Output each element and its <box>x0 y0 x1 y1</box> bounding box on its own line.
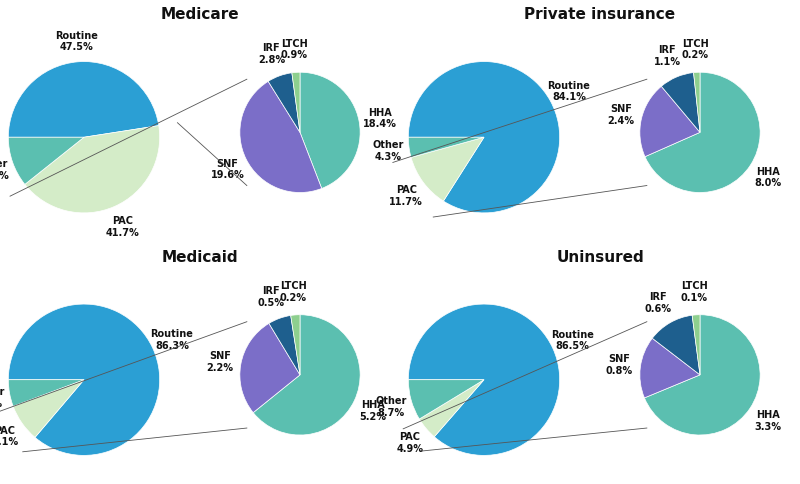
Text: Medicare: Medicare <box>161 7 239 22</box>
Wedge shape <box>408 62 560 213</box>
Wedge shape <box>408 380 484 419</box>
Text: SNF
19.6%: SNF 19.6% <box>210 159 244 180</box>
Wedge shape <box>645 73 760 193</box>
Text: SNF
0.8%: SNF 0.8% <box>606 354 633 375</box>
Text: HHA
18.4%: HHA 18.4% <box>363 107 397 129</box>
Text: Other
10.7%: Other 10.7% <box>0 159 10 181</box>
Text: Other
5.7%: Other 5.7% <box>0 386 4 408</box>
Text: Other
4.3%: Other 4.3% <box>372 140 404 162</box>
Text: IRF
0.5%: IRF 0.5% <box>258 286 285 307</box>
Text: IRF
0.6%: IRF 0.6% <box>645 291 671 313</box>
Text: LTCH
0.2%: LTCH 0.2% <box>682 38 709 60</box>
Wedge shape <box>640 339 700 398</box>
Text: HHA
3.3%: HHA 3.3% <box>754 409 781 431</box>
Text: SNF
2.4%: SNF 2.4% <box>607 104 634 125</box>
Wedge shape <box>652 316 700 375</box>
Wedge shape <box>240 324 300 413</box>
Text: Routine
86.5%: Routine 86.5% <box>550 329 594 351</box>
Wedge shape <box>419 380 484 437</box>
Wedge shape <box>645 315 760 435</box>
Text: Uninsured: Uninsured <box>556 249 644 264</box>
Wedge shape <box>692 315 700 375</box>
Wedge shape <box>290 315 300 375</box>
Text: LTCH
0.1%: LTCH 0.1% <box>681 281 708 302</box>
Wedge shape <box>8 304 160 455</box>
Wedge shape <box>268 74 300 133</box>
Text: PAC
4.9%: PAC 4.9% <box>397 431 423 453</box>
Text: PAC
11.7%: PAC 11.7% <box>390 185 423 206</box>
Text: Private insurance: Private insurance <box>525 7 675 22</box>
Text: Routine
84.1%: Routine 84.1% <box>547 81 590 102</box>
Wedge shape <box>8 138 84 185</box>
Wedge shape <box>694 73 700 133</box>
Wedge shape <box>269 316 300 375</box>
Wedge shape <box>253 315 360 435</box>
Wedge shape <box>640 87 700 157</box>
Text: Routine
86.3%: Routine 86.3% <box>150 329 194 350</box>
Text: PAC
41.7%: PAC 41.7% <box>106 216 140 237</box>
Text: Other
8.7%: Other 8.7% <box>375 395 406 417</box>
Wedge shape <box>240 82 322 193</box>
Wedge shape <box>300 73 360 189</box>
Wedge shape <box>8 380 84 407</box>
Wedge shape <box>662 74 700 133</box>
Text: HHA
8.0%: HHA 8.0% <box>754 166 782 188</box>
Text: LTCH
0.9%: LTCH 0.9% <box>281 39 308 60</box>
Text: Medicaid: Medicaid <box>162 249 238 264</box>
Text: LTCH
0.2%: LTCH 0.2% <box>280 281 307 302</box>
Text: PAC
8.1%: PAC 8.1% <box>0 424 18 446</box>
Wedge shape <box>292 73 300 133</box>
Text: IRF
1.1%: IRF 1.1% <box>654 45 681 67</box>
Wedge shape <box>411 138 484 202</box>
Wedge shape <box>13 380 84 438</box>
Wedge shape <box>8 62 158 138</box>
Text: IRF
2.8%: IRF 2.8% <box>258 43 285 65</box>
Wedge shape <box>25 126 160 213</box>
Text: Routine
47.5%: Routine 47.5% <box>55 31 98 52</box>
Text: SNF
2.2%: SNF 2.2% <box>206 350 234 372</box>
Wedge shape <box>408 138 484 158</box>
Text: HHA
5.2%: HHA 5.2% <box>360 399 386 421</box>
Wedge shape <box>408 304 560 455</box>
